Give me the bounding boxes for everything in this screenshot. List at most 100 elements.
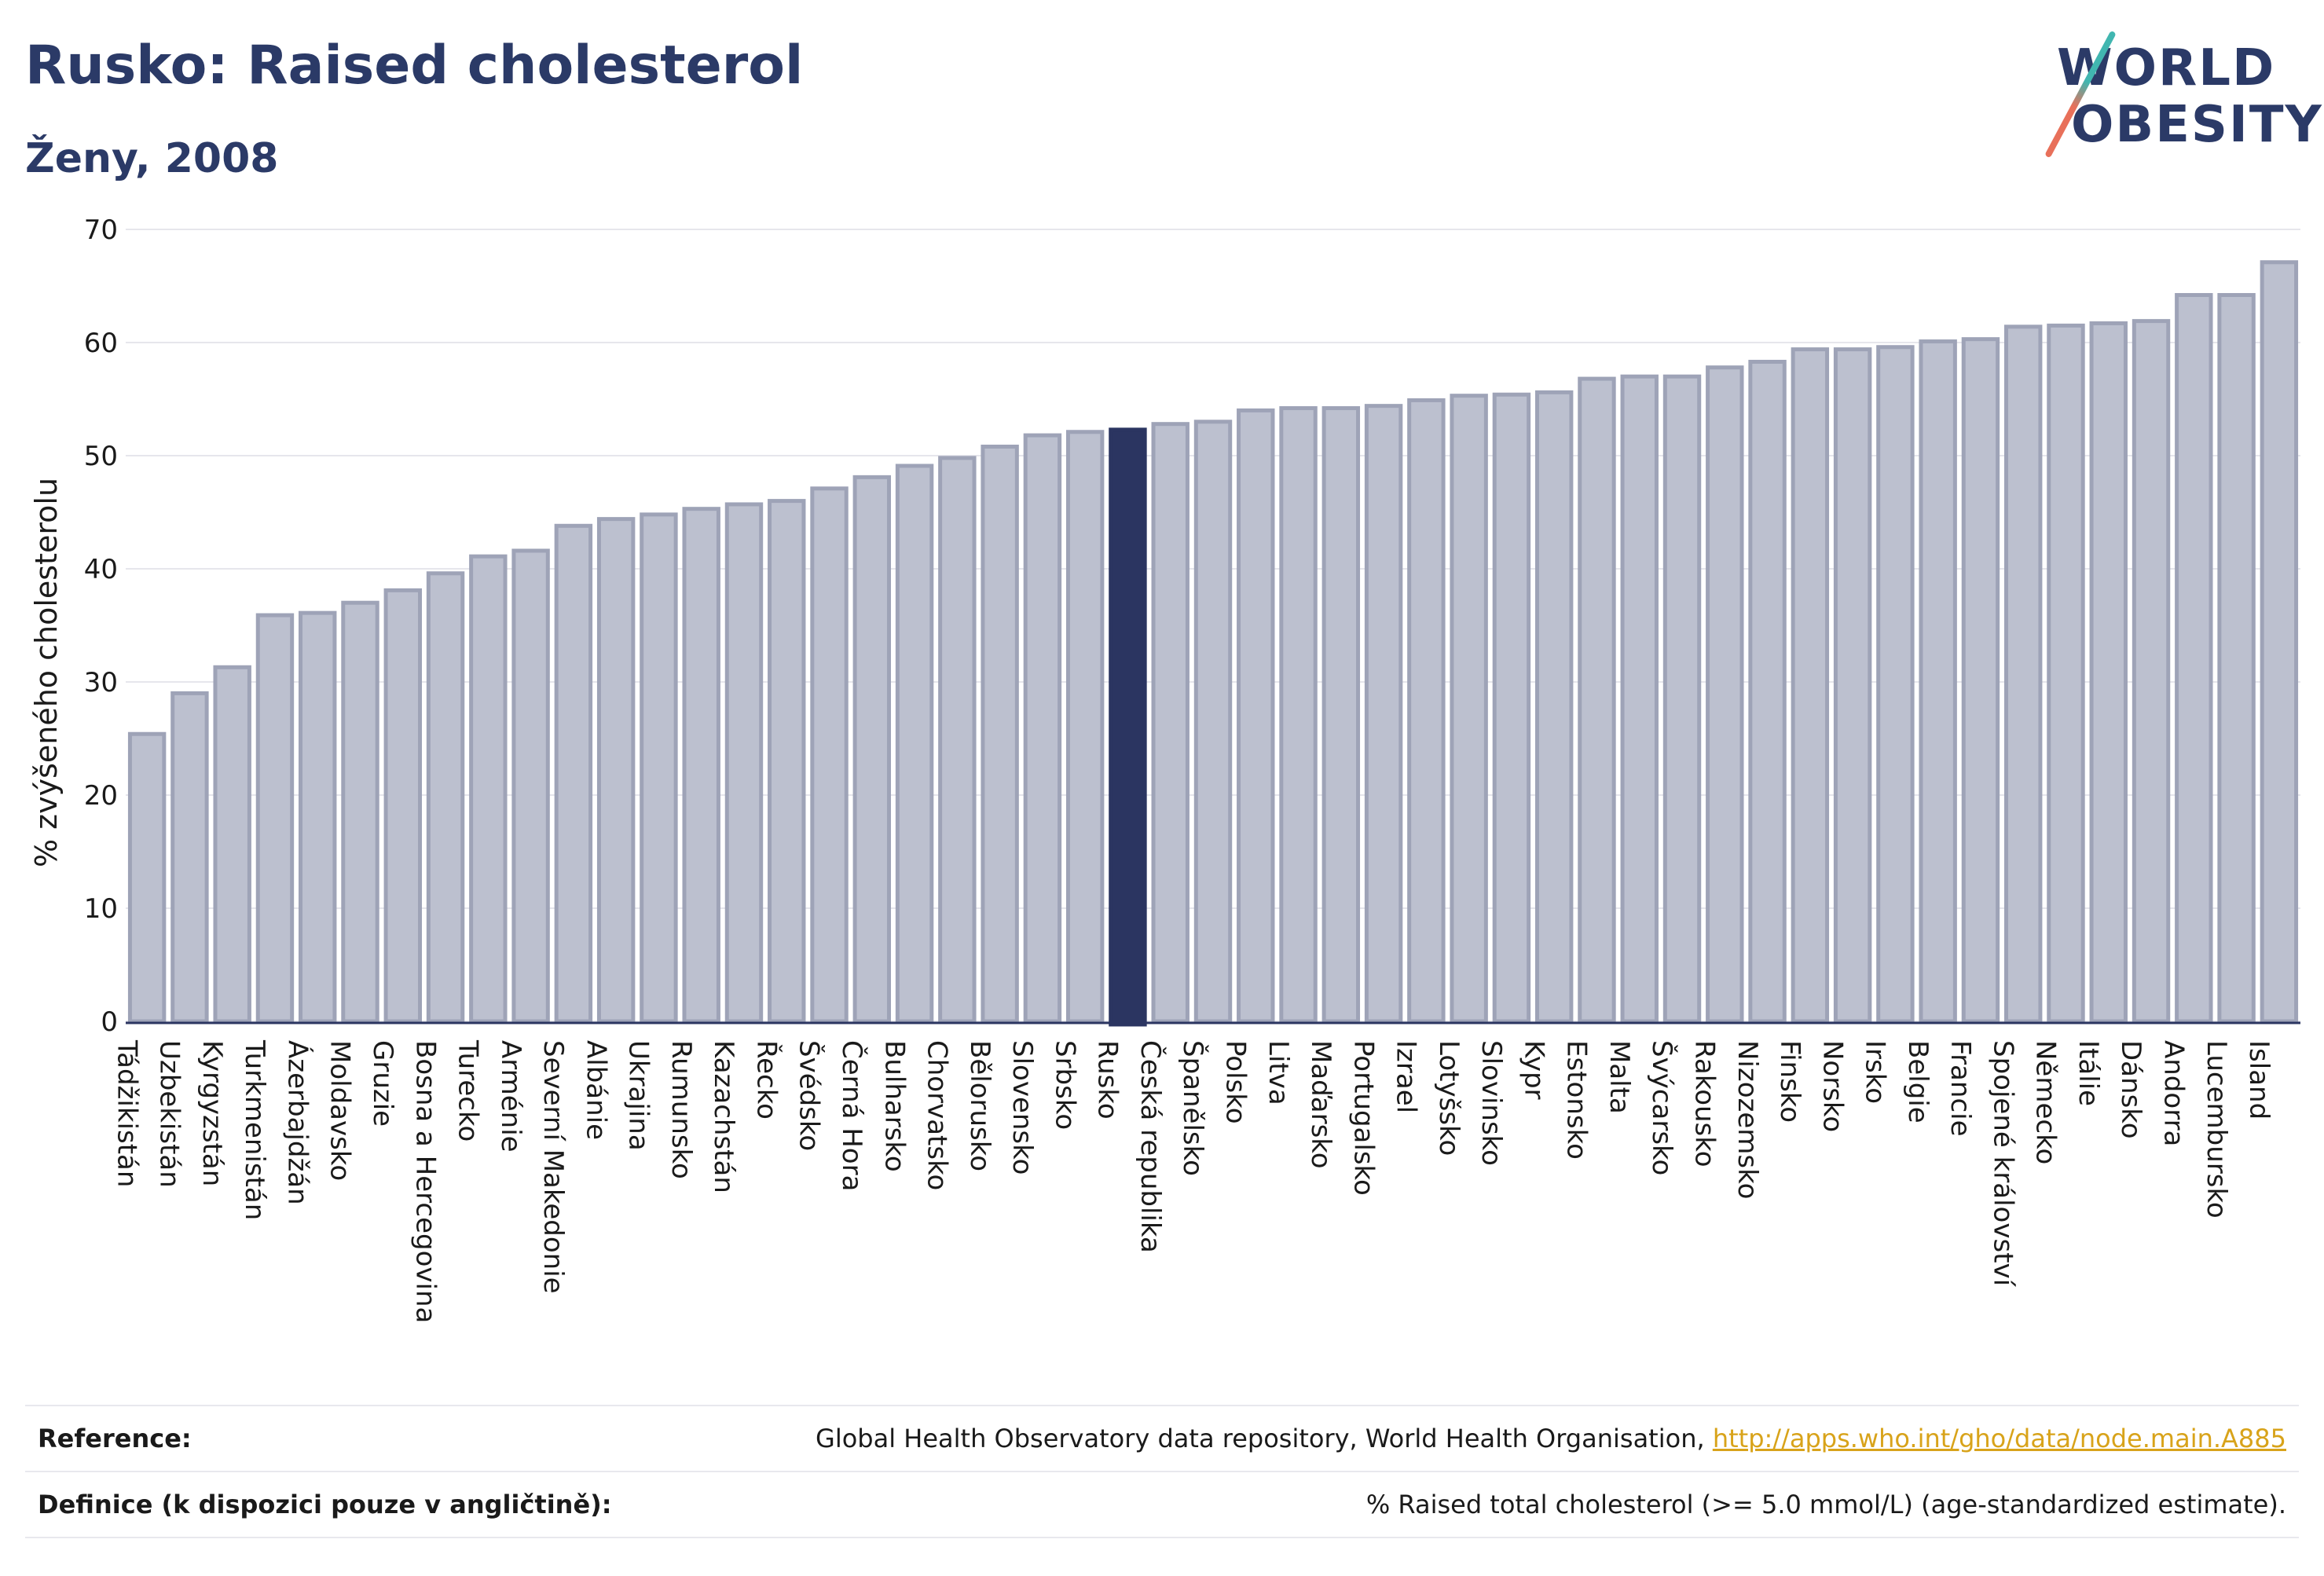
bar-Rakousko — [1706, 365, 1744, 1024]
x-tick-label: Bělorusko — [964, 1040, 995, 1171]
bar-Polsko — [1237, 408, 1275, 1024]
x-tick-label: Island — [2243, 1040, 2275, 1120]
y-tick-label: 60 — [84, 328, 118, 359]
x-tick-label: Rusko — [1092, 1040, 1124, 1120]
bar-Švýcarsko — [1662, 374, 1702, 1024]
x-tick-label: Turkmenistán — [239, 1039, 270, 1220]
bar-Kazachstán — [724, 502, 764, 1024]
bar-Estonsko — [1578, 376, 1616, 1024]
x-tick-label: Malta — [1604, 1040, 1635, 1114]
x-tick-label: Rakousko — [1688, 1040, 1720, 1167]
x-tick-label: Bulharsko — [878, 1040, 910, 1172]
bar-Kypr — [1534, 390, 1574, 1024]
bar-Kyrgyzstán — [213, 665, 251, 1024]
x-tick-label: Srbsko — [1049, 1040, 1080, 1130]
x-tick-label: Polsko — [1219, 1040, 1251, 1124]
bar-Slovensko — [1023, 433, 1062, 1024]
definition-row: Definice (k dispozici pouze v angličtině… — [25, 1471, 2299, 1537]
x-tick-label: Ázerbajdžán — [281, 1040, 313, 1205]
bar-Belgie — [1919, 339, 1957, 1024]
x-tick-label: Švédsko — [794, 1040, 826, 1151]
definition-text: % Raised total cholesterol (>= 5.0 mmol/… — [1365, 1490, 2286, 1519]
bar-Řecko — [768, 499, 806, 1024]
y-axis-ticks: 0 10 20 30 40 50 60 70 — [84, 214, 118, 1038]
x-tick-label: Španělsko — [1177, 1040, 1209, 1176]
bar-Lucembursko — [2217, 293, 2256, 1024]
x-tick-label: Francie — [1945, 1040, 1976, 1137]
x-tick-label: Kypr — [1518, 1040, 1549, 1100]
bar-Maďarsko — [1321, 406, 1361, 1024]
x-tick-label: Slovensko — [1006, 1040, 1038, 1175]
bar-Itálie — [2089, 321, 2128, 1024]
y-tick-label: 10 — [84, 893, 118, 925]
bar-Island — [2260, 260, 2299, 1024]
y-tick-label: 70 — [84, 214, 118, 246]
bars — [127, 260, 2299, 1027]
bar-Portugalsko — [1364, 404, 1403, 1024]
x-tick-label: Lucembursko — [2201, 1040, 2232, 1219]
x-tick-label: Albánie — [580, 1040, 611, 1140]
x-tick-label: Maďarsko — [1305, 1040, 1336, 1169]
bar-Česká republika — [1151, 422, 1189, 1024]
x-tick-label: Ukrajina — [623, 1040, 654, 1151]
reference-row: Reference: Global Health Observatory dat… — [25, 1405, 2299, 1471]
x-tick-label: Andorra — [2158, 1040, 2190, 1146]
bar-Slovinsko — [1492, 392, 1531, 1024]
x-tick-label: Izrael — [1391, 1040, 1422, 1113]
x-tick-label: Itálie — [2073, 1040, 2104, 1106]
chart-title: Rusko: Raised cholesterol — [25, 35, 804, 97]
bar-Turecko — [469, 554, 508, 1024]
bar-Chorvatsko — [938, 456, 977, 1024]
x-tick-label: Německo — [2030, 1040, 2062, 1164]
world-obesity-logo: WORLD OBESITY — [2043, 24, 2322, 165]
x-tick-label: Česká republika — [1135, 1040, 1167, 1253]
x-tick-label: Spojené království — [1987, 1040, 2018, 1288]
bar-Norsko — [1833, 347, 1872, 1024]
bar-Černá Hora — [852, 475, 892, 1024]
y-axis-label: % zvýšeného cholesterolu — [29, 478, 64, 867]
x-tick-label: Belgie — [1902, 1040, 1934, 1123]
bar-Finsko — [1791, 347, 1830, 1024]
bar-Lotyšsko — [1450, 394, 1488, 1024]
bar-Arménie — [511, 548, 550, 1024]
footer-divider — [25, 1537, 2299, 1538]
bar-Švédsko — [810, 486, 849, 1024]
bar-Španělsko — [1193, 420, 1233, 1024]
y-tick-label: 20 — [84, 780, 118, 812]
bar-Severní Makedonie — [554, 523, 593, 1024]
bar-Rusko — [1109, 427, 1147, 1027]
bar-Dánsko — [2132, 319, 2171, 1024]
reference-text: Global Health Observatory data repositor… — [816, 1424, 1705, 1453]
x-tick-label: Černá Hora — [836, 1040, 868, 1191]
bar-Andorra — [2175, 293, 2213, 1024]
x-tick-label: Kazachstán — [708, 1040, 739, 1193]
x-axis-ticks: Tádžikistán Uzbekistán Kyrgyzstán Turkmenis… — [111, 1039, 2275, 1323]
x-tick-label: Estonsko — [1561, 1040, 1593, 1160]
y-tick-label: 50 — [84, 441, 118, 472]
definition-label: Definice (k dispozici pouze v angličtině… — [38, 1490, 612, 1519]
bar-Litva — [1279, 406, 1318, 1024]
x-tick-label: Norsko — [1816, 1040, 1848, 1132]
x-tick-label: Irsko — [1860, 1040, 1891, 1104]
bar-Německo — [2047, 323, 2085, 1024]
x-tick-label: Moldavsko — [324, 1040, 356, 1181]
x-tick-label: Gruzie — [367, 1040, 398, 1127]
x-tick-label: Tádžikistán — [111, 1039, 142, 1187]
x-tick-label: Nizozemsko — [1732, 1040, 1763, 1199]
x-tick-label: Lotyšsko — [1433, 1040, 1464, 1156]
y-tick-label: 40 — [84, 554, 118, 585]
bar-Gruzie — [383, 588, 422, 1024]
bar-Rumunsko — [682, 507, 720, 1024]
bar-Francie — [1961, 337, 2000, 1024]
bar-Ázerbajdžán — [299, 610, 337, 1024]
x-tick-label: Bosna a Hercegovina — [409, 1040, 441, 1323]
y-tick-label: 0 — [101, 1006, 118, 1038]
reference-value: Global Health Observatory data repositor… — [816, 1424, 2286, 1453]
x-tick-label: Chorvatsko — [922, 1040, 953, 1190]
x-tick-label: Litva — [1263, 1040, 1294, 1105]
x-tick-label: Turecko — [453, 1039, 484, 1142]
bar-Irsko — [1876, 345, 1915, 1024]
x-tick-label: Řecko — [750, 1040, 783, 1120]
reference-link[interactable]: http://apps.who.int/gho/data/node.main.A… — [1712, 1424, 2286, 1453]
bar-Ukrajina — [640, 512, 678, 1024]
